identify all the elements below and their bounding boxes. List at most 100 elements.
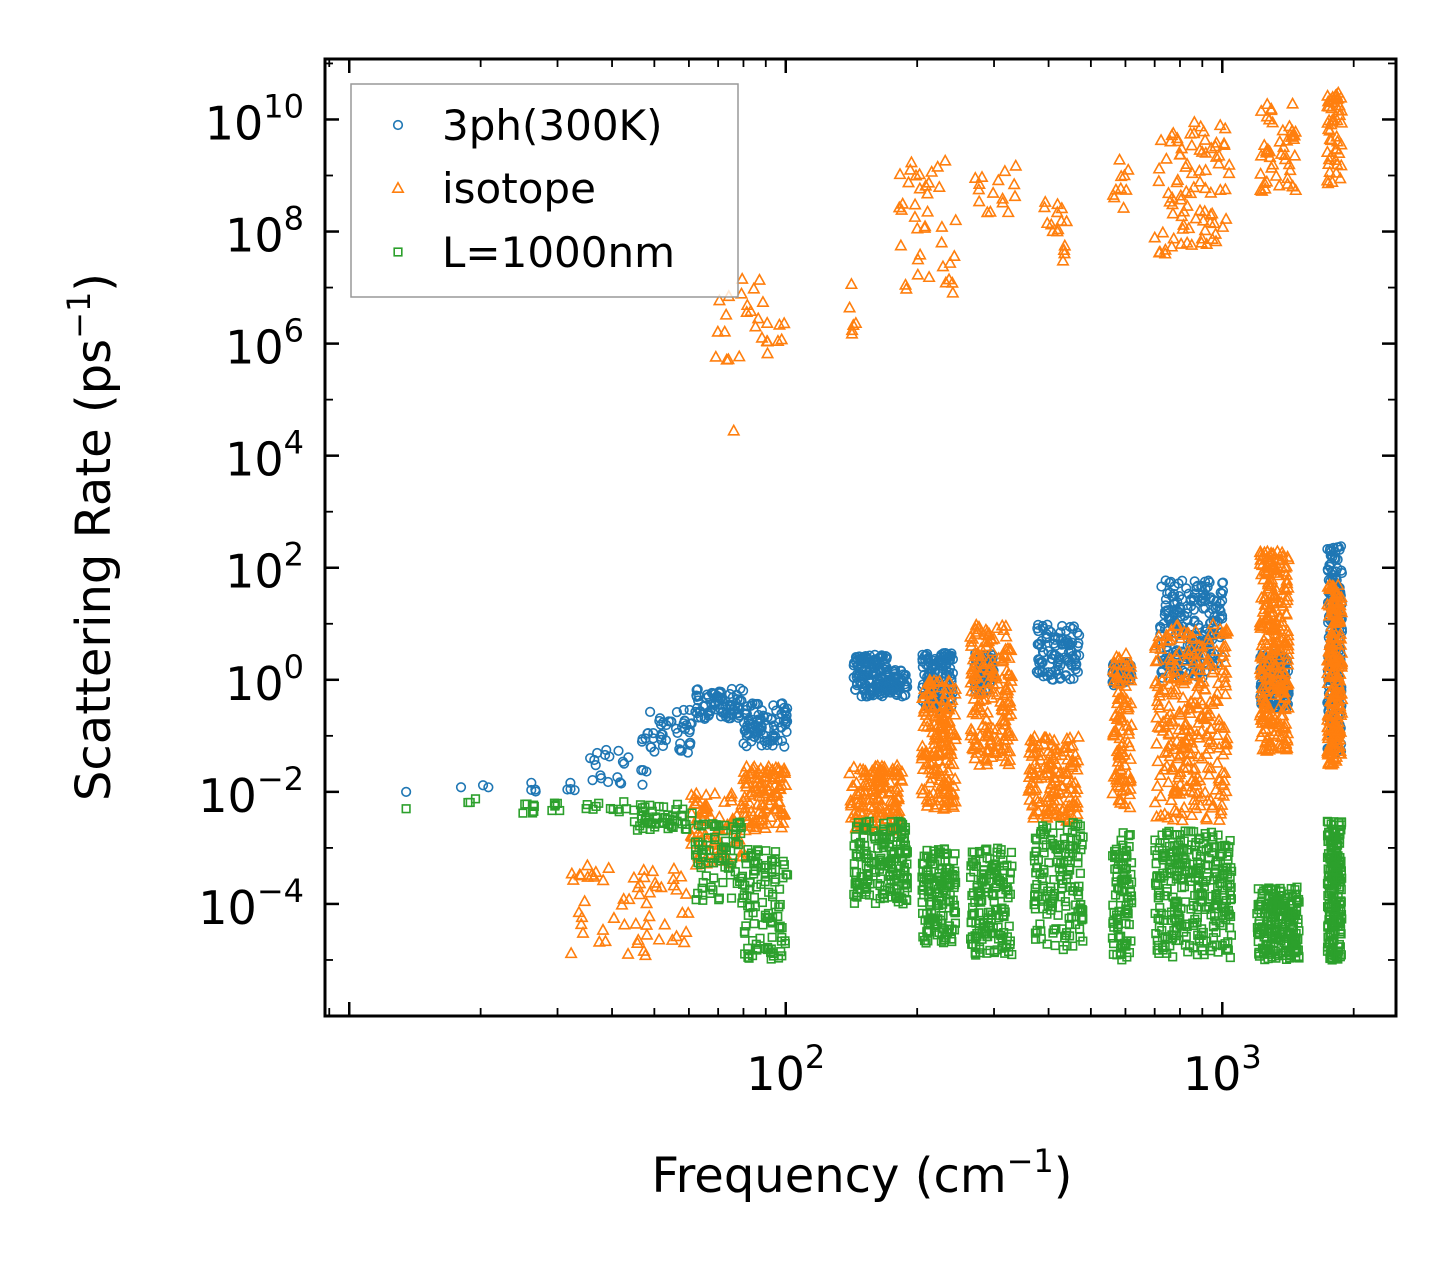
data-point xyxy=(941,659,952,670)
data-point xyxy=(1325,101,1339,114)
data-point xyxy=(1267,917,1277,927)
data-point xyxy=(966,872,976,882)
data-point xyxy=(720,352,734,365)
data-point xyxy=(1203,215,1217,228)
data-point xyxy=(775,923,785,933)
data-point xyxy=(1151,859,1161,869)
data-point xyxy=(642,909,656,922)
data-point xyxy=(1000,702,1014,715)
data-point xyxy=(1252,908,1262,919)
data-point xyxy=(1271,666,1285,678)
data-point xyxy=(1255,184,1269,196)
data-point xyxy=(917,654,928,665)
data-point xyxy=(616,778,627,789)
data-point xyxy=(619,758,630,769)
data-point xyxy=(752,804,766,817)
data-point xyxy=(863,793,877,806)
data-point xyxy=(1168,780,1182,793)
data-point xyxy=(1263,716,1277,729)
data-point xyxy=(596,923,610,935)
data-point xyxy=(1179,671,1194,684)
data-point xyxy=(1158,746,1172,758)
data-point xyxy=(855,677,866,688)
data-point xyxy=(761,846,771,856)
data-point xyxy=(1288,124,1303,137)
data-point xyxy=(1037,768,1051,781)
data-point xyxy=(902,895,912,906)
data-point xyxy=(1254,166,1268,179)
data-point xyxy=(678,718,689,729)
data-point xyxy=(939,844,949,854)
data-point xyxy=(944,784,958,797)
data-point xyxy=(1150,779,1164,791)
data-point xyxy=(1057,243,1071,256)
data-point xyxy=(936,259,950,272)
data-point xyxy=(1189,615,1200,626)
data-point xyxy=(932,753,946,766)
data-point xyxy=(1321,728,1335,741)
data-point xyxy=(576,926,590,938)
data-point xyxy=(621,947,635,959)
data-point xyxy=(1336,567,1347,579)
data-point xyxy=(920,798,934,811)
data-point xyxy=(1061,901,1071,911)
data-point xyxy=(1213,787,1227,800)
data-point xyxy=(741,741,752,752)
data-point xyxy=(865,802,879,815)
data-point xyxy=(1333,699,1347,712)
data-point xyxy=(946,285,960,298)
data-point xyxy=(1148,230,1162,243)
data-point xyxy=(1116,859,1126,870)
data-point xyxy=(1114,884,1124,894)
data-point xyxy=(1255,716,1269,728)
data-point xyxy=(1150,710,1164,723)
data-point xyxy=(726,683,737,695)
data-point xyxy=(1280,177,1295,189)
data-point xyxy=(909,168,923,181)
data-point xyxy=(879,805,893,818)
data-point xyxy=(651,812,661,822)
data-point xyxy=(989,869,999,879)
data-point xyxy=(920,714,934,727)
data-point xyxy=(1293,894,1304,905)
data-point xyxy=(1219,678,1233,691)
data-point xyxy=(1225,952,1235,963)
data-point xyxy=(1164,737,1178,750)
data-point xyxy=(629,916,643,929)
data-point xyxy=(1282,927,1292,937)
data-point xyxy=(1005,729,1019,741)
data-point xyxy=(879,839,889,849)
data-point xyxy=(1182,221,1196,234)
data-point xyxy=(1050,940,1060,951)
data-point xyxy=(943,743,957,756)
data-point xyxy=(1048,674,1059,685)
data-point xyxy=(931,786,945,799)
data-point xyxy=(1038,195,1052,207)
data-point xyxy=(950,877,961,888)
data-point xyxy=(681,819,691,829)
data-point xyxy=(1283,163,1297,176)
data-point xyxy=(1262,655,1276,668)
data-point xyxy=(1195,231,1209,244)
data-point xyxy=(1063,637,1074,648)
data-point xyxy=(1152,935,1162,945)
data-point xyxy=(1053,652,1064,663)
data-point xyxy=(1334,631,1348,644)
data-point xyxy=(1212,156,1226,169)
data-point xyxy=(1219,840,1230,850)
data-point xyxy=(1165,859,1175,869)
data-point xyxy=(991,910,1001,920)
data-point xyxy=(1056,779,1070,792)
data-point xyxy=(1153,700,1167,713)
data-point xyxy=(936,878,946,888)
data-point xyxy=(864,685,875,697)
data-point xyxy=(638,823,648,834)
data-point xyxy=(1068,886,1078,896)
data-point xyxy=(885,767,899,780)
data-point xyxy=(1117,955,1127,965)
data-point xyxy=(1185,138,1199,151)
data-point xyxy=(743,796,757,809)
data-point xyxy=(968,684,982,697)
data-point xyxy=(709,873,719,883)
data-point xyxy=(1167,591,1178,602)
